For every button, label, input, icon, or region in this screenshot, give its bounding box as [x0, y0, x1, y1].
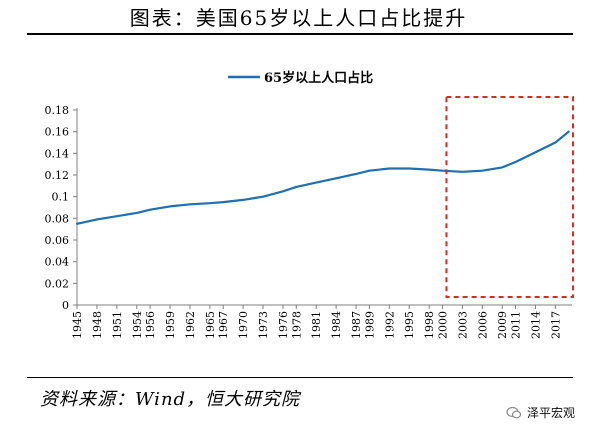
y-tick-label: 0.02: [45, 277, 70, 290]
y-tick-label: 0.08: [45, 212, 70, 225]
x-tick-label: 1948: [91, 311, 104, 339]
legend: 65岁以上人口占比: [228, 70, 373, 86]
x-tick-label: 1998: [423, 311, 436, 339]
source-note: 资料来源：Wind，恒大研究院: [40, 389, 301, 410]
x-axis: 1945 1948 1951 1954 1956 1959 1962 1965 1967 1970…: [71, 304, 572, 339]
y-tick-label: 0.16: [45, 126, 70, 139]
line-chart: 65岁以上人口占比 0 0.02 0.04 0.06 0.08 0.1 0.12 0.14 0.…: [45, 70, 575, 339]
x-tick-label: 1970: [237, 311, 250, 339]
x-tick-label: 1989: [363, 311, 376, 339]
x-tick-label: 1954: [131, 311, 144, 339]
y-tick-label: 0: [62, 299, 69, 312]
y-tick-label: 0.18: [45, 104, 70, 117]
y-tick-label: 0.04: [45, 256, 70, 269]
x-tick-label: 1981: [310, 311, 323, 339]
wechat-bubble-icon: [506, 406, 522, 418]
x-tick-label: 1995: [403, 311, 416, 339]
x-tick-label: 1945: [71, 311, 84, 339]
x-tick-label: 2014: [529, 311, 542, 339]
series-line: [75, 130, 570, 225]
x-tick-label: 2006: [476, 311, 489, 339]
legend-label: 65岁以上人口占比: [264, 70, 373, 86]
x-tick-label: 1965: [204, 311, 217, 339]
x-tick-label: 2000: [436, 311, 449, 339]
x-tick-label: 2009: [496, 311, 509, 339]
x-tick-label: 1956: [144, 311, 157, 339]
x-tick-label: 1959: [164, 311, 177, 339]
x-tick-label: 2003: [456, 311, 469, 339]
brand-label: 泽平宏观: [526, 406, 575, 420]
x-tick-label: 1962: [184, 311, 197, 339]
x-tick-label: 2017: [549, 311, 562, 339]
x-tick-label: 1967: [217, 311, 230, 339]
x-tick-label: 1951: [111, 311, 124, 339]
chart-title: 图表：美国65岁以上人口占比提升: [129, 6, 468, 30]
x-tick-label: 1976: [277, 311, 290, 339]
x-tick-label: 1987: [350, 311, 363, 339]
x-tick-label: 1973: [257, 311, 270, 339]
y-axis: 0 0.02 0.04 0.06 0.08 0.1 0.12 0.14 0.16 0.18: [45, 104, 78, 312]
x-tick-label: 1992: [383, 311, 396, 339]
y-tick-label: 0.14: [45, 147, 70, 160]
y-tick-label: 0.12: [45, 169, 70, 182]
top-rule: [27, 33, 573, 35]
x-tick-label: 2011: [510, 311, 523, 339]
y-tick-label: 0.1: [52, 191, 70, 204]
plot-area: [75, 96, 575, 298]
x-tick-label: 1984: [330, 311, 343, 339]
highlight-box: [445, 96, 575, 298]
y-tick-label: 0.06: [45, 234, 70, 247]
bottom-rule: [27, 377, 573, 378]
x-tick-label: 1978: [290, 311, 303, 339]
brand-watermark: 泽平宏观: [506, 404, 575, 421]
